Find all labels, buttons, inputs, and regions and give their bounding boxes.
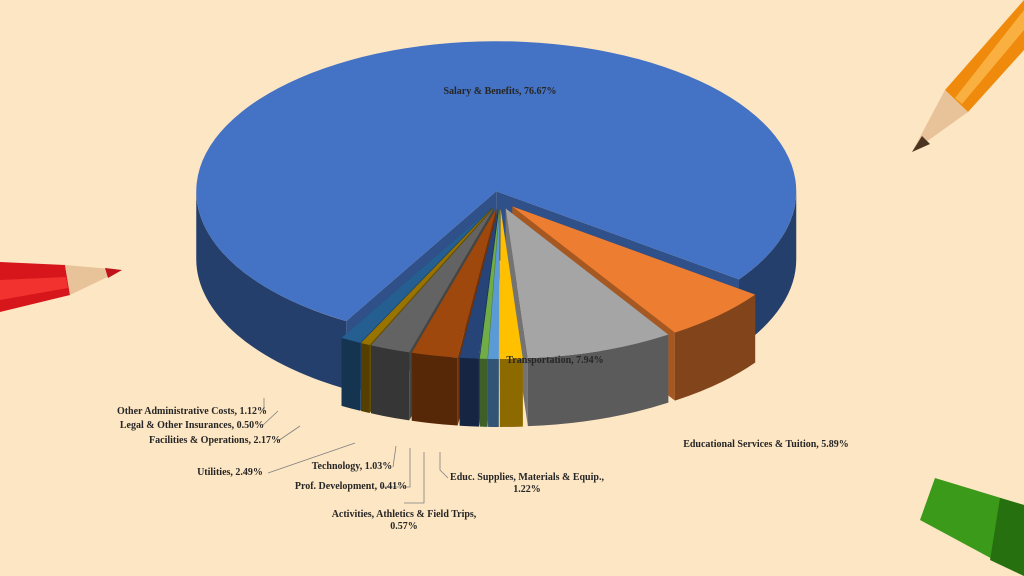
green-block — [920, 478, 1024, 576]
slice-wall — [499, 358, 523, 427]
slice-wall — [370, 345, 410, 421]
slice — [488, 208, 500, 427]
slice-wall — [674, 294, 756, 401]
slice-top — [361, 208, 493, 346]
data-label: Educational Services & Tuition, 5.89% — [683, 439, 849, 450]
data-label-line: 1.22% — [513, 484, 541, 495]
slice-top — [370, 208, 494, 353]
slice-wall — [527, 334, 669, 427]
pie-chart — [196, 41, 797, 427]
slice-top — [512, 206, 756, 333]
leader-line — [392, 445, 397, 468]
slice-top — [196, 41, 797, 322]
data-label-line: Educ. Supplies, Materials & Equip., — [450, 472, 604, 483]
slice-wall — [488, 358, 499, 427]
data-label-line: Facilities & Operations, 2.17% — [149, 435, 281, 446]
slice-top — [459, 208, 499, 359]
data-label: Prof. Development, 0.41% — [295, 481, 407, 492]
slice-wall — [479, 358, 488, 427]
pencil-red — [0, 262, 122, 312]
data-label-line: Technology, 1.03% — [312, 461, 392, 472]
data-label-line: Prof. Development, 0.41% — [295, 481, 407, 492]
data-label: Transportation, 7.94% — [506, 355, 603, 366]
data-label: Facilities & Operations, 2.17% — [149, 435, 281, 446]
data-label-line: Activities, Athletics & Field Trips, — [332, 509, 477, 520]
data-label-line: Salary & Benefits, 76.67% — [443, 86, 556, 97]
slice-top — [341, 207, 492, 343]
data-label: Educ. Supplies, Materials & Equip., 1.22% — [450, 472, 604, 495]
data-label: Activities, Athletics & Field Trips, 0.57… — [332, 509, 477, 532]
data-label-line: Utilities, 2.49% — [197, 467, 263, 478]
slice-wall — [361, 343, 370, 414]
leader-line — [404, 452, 425, 504]
data-label: Technology, 1.03% — [312, 461, 392, 472]
data-labels: Salary & Benefits, 76.67% Educational Ser… — [117, 86, 849, 532]
data-label-line: Educational Services & Tuition, 5.89% — [683, 439, 849, 450]
data-label: Other Administrative Costs, 1.12% — [117, 406, 267, 417]
slice-top — [499, 208, 523, 359]
data-label-line: Legal & Other Insurances, 0.50% — [120, 420, 264, 431]
slice-wall — [196, 191, 347, 390]
data-label: Legal & Other Insurances, 0.50% — [120, 420, 264, 431]
leader-line — [261, 410, 279, 427]
slice-top — [488, 208, 500, 359]
slice — [499, 208, 523, 427]
slice-wall — [459, 357, 479, 427]
data-label-line: Transportation, 7.94% — [506, 355, 603, 366]
data-label: Salary & Benefits, 76.67% — [443, 86, 556, 97]
slice-wall — [341, 337, 361, 411]
data-label-line: Other Administrative Costs, 1.12% — [117, 406, 267, 417]
leader-line — [439, 452, 449, 479]
leader-line — [277, 425, 301, 442]
slice-top — [411, 208, 497, 358]
leader-line — [267, 442, 356, 474]
data-label-line: 0.57% — [390, 521, 418, 532]
data-label: Utilities, 2.49% — [197, 467, 263, 478]
pencil-orange — [912, 0, 1024, 152]
slice-wall — [411, 352, 458, 426]
slice-top — [505, 208, 669, 359]
slice-top — [479, 208, 500, 359]
leader-line — [380, 448, 411, 488]
slice — [505, 208, 669, 427]
